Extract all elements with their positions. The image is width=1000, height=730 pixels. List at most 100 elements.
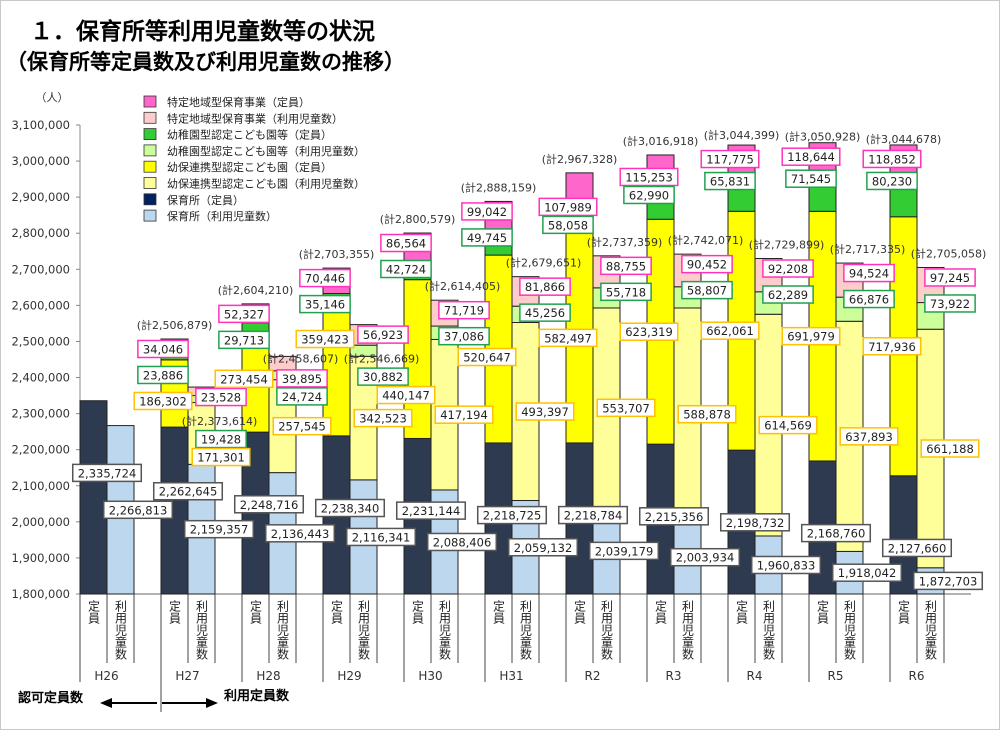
data-label-chiiki_riyou: 92,208 [768, 262, 808, 276]
bar-segment-yochien_teiin [808, 185, 837, 212]
data-label-hoiku_teiin: 2,127,660 [888, 541, 947, 555]
data-label-chiiki_teiin: 34,046 [143, 342, 183, 356]
data-label-chiiki_riyou-box [924, 268, 976, 287]
total-label: (計2,604,210) [218, 283, 294, 297]
data-label-yoho_riyou-box [515, 402, 575, 421]
data-label-yochien_teiin: 49,745 [467, 231, 507, 245]
data-label-yoho_riyou-box [839, 427, 899, 446]
data-label-yoho_teiin-box [781, 326, 841, 346]
data-label-yochien_teiin: 35,146 [305, 298, 345, 312]
y-tick-label: 2,500,000 [11, 334, 70, 348]
data-label-yoho_teiin: 273,454 [220, 372, 268, 386]
data-label-yochien_riyou: 58,807 [687, 284, 727, 298]
data-label-yoho_riyou-box [758, 415, 818, 435]
bar-category-label: 定員 [330, 599, 344, 624]
data-label-hoiku_teiin: 2,215,356 [645, 510, 704, 524]
data-label-yoho_riyou: 342,523 [359, 412, 407, 426]
data-label-yochien_riyou-box [681, 280, 733, 300]
legend-label: 特定地域型保育事業（定員） [167, 95, 310, 109]
data-label-yochien_teiin-box [623, 185, 675, 205]
page-subtitle: （保育所等定員数及び利用児童数の推移） [6, 50, 405, 74]
bar-segment-hoiku_teiin [79, 400, 108, 595]
footer-left-label: 認可定員数 [18, 690, 84, 706]
data-label-hoiku_riyou: 2,136,443 [271, 527, 330, 541]
data-label-chiiki_riyou-box [600, 256, 652, 276]
data-label-chiiki_teiin-box [461, 202, 513, 221]
data-label-hoiku_riyou-box [669, 547, 741, 567]
legend-swatch [143, 209, 157, 222]
data-label-chiiki_teiin: 118,852 [868, 152, 916, 166]
data-label-yochien_teiin: 42,724 [386, 263, 426, 277]
y-axis-unit: （人） [36, 91, 69, 104]
total-label: (計2,506,879) [137, 318, 213, 332]
bar-category-label: 利用児童数 [276, 600, 290, 661]
data-label-hoiku_riyou-box [750, 555, 822, 575]
data-label-chiiki_riyou-box [519, 277, 571, 296]
bar-category-label: 利用児童数 [114, 600, 128, 661]
data-label-chiiki_riyou: 88,755 [606, 259, 646, 273]
bar-category-label: 定員 [168, 599, 182, 624]
data-label-yochien_riyou-box [843, 289, 895, 309]
data-label-yochien_riyou-box [276, 387, 328, 406]
data-label-yoho_teiin: 717,936 [868, 340, 916, 354]
data-label-hoiku_riyou-box [507, 538, 579, 557]
total-label: (計2,614,405) [425, 279, 501, 293]
total-label: (計2,800,579) [380, 212, 456, 226]
data-label-hoiku_teiin: 2,218,725 [483, 509, 542, 523]
data-label-yochien_riyou: 55,718 [606, 285, 646, 299]
data-label-yoho_teiin: 186,302 [139, 394, 187, 408]
data-label-yoho_teiin-box [700, 321, 760, 340]
data-label-yoho_teiin: 359,423 [301, 333, 349, 347]
bar-category-label: 定員 [492, 599, 506, 624]
data-label-chiiki_teiin: 99,042 [467, 205, 507, 219]
data-label-hoiku_riyou: 2,039,179 [595, 544, 654, 558]
data-label-hoiku_teiin-box [152, 481, 224, 501]
data-label-hoiku_teiin-box [557, 505, 629, 525]
y-tick-label: 2,700,000 [11, 262, 70, 276]
data-label-chiiki_teiin: 118,644 [787, 150, 835, 164]
data-label-hoiku_teiin-box [476, 505, 548, 525]
bar-category-label: 利用児童数 [357, 600, 371, 661]
bar-category-label: 定員 [816, 599, 830, 624]
data-label-chiiki_teiin-box [700, 149, 760, 169]
data-label-yochien_teiin-box [542, 215, 594, 235]
bar-category-label: 定員 [654, 599, 668, 624]
data-label-yochien_riyou-box [357, 367, 409, 386]
data-label-yoho_riyou: 588,878 [683, 408, 731, 422]
data-label-yochien_riyou: 73,922 [930, 297, 970, 311]
data-label-hoiku_riyou-box [345, 527, 417, 547]
legend-swatch [143, 144, 157, 157]
data-label-yoho_riyou-box [353, 408, 413, 428]
data-label-yoho_teiin-box [214, 369, 274, 389]
bar-category-label: 定員 [897, 599, 911, 624]
total-label: (計2,967,328) [542, 152, 618, 166]
data-label-chiiki_teiin-box [862, 149, 922, 169]
legend-swatch [143, 177, 157, 189]
bar-category-label: 定員 [573, 599, 587, 624]
data-label-yoho_riyou-box [677, 404, 737, 424]
data-label-chiiki_riyou: 90,452 [687, 258, 727, 272]
data-label-hoiku_riyou-box [831, 563, 903, 582]
data-label-yochien_teiin-box [866, 171, 918, 191]
category-label: R6 [909, 669, 925, 683]
data-labels-layer: 2,335,724 2,266,813 (計2,506,879) 34,046 23,8… [71, 128, 986, 591]
legend-swatch [143, 111, 157, 124]
bar-segment-yochien_teiin [889, 187, 918, 218]
data-label-hoiku_teiin-box [719, 513, 791, 532]
data-label-yochien_riyou: 37,086 [444, 330, 484, 344]
bar-category-label: 定員 [411, 599, 425, 624]
bar-category-label: 利用児童数 [843, 600, 857, 661]
data-label-yoho_teiin-box [862, 337, 922, 356]
data-label-yochien_teiin-box [137, 365, 189, 385]
category-label: R2 [585, 669, 601, 683]
data-label-yoho_riyou-box [920, 439, 980, 458]
data-label-yochien_teiin: 29,713 [224, 333, 264, 347]
bar-category-label: 定員 [249, 599, 263, 624]
data-label-chiiki_teiin-box [218, 304, 270, 324]
total-label: (計2,742,071) [668, 233, 744, 247]
legend-swatch [143, 193, 157, 206]
y-tick-label: 2,200,000 [11, 443, 70, 457]
data-label-hoiku_riyou-box [912, 571, 984, 591]
bar-category-label: 定員 [735, 599, 749, 624]
